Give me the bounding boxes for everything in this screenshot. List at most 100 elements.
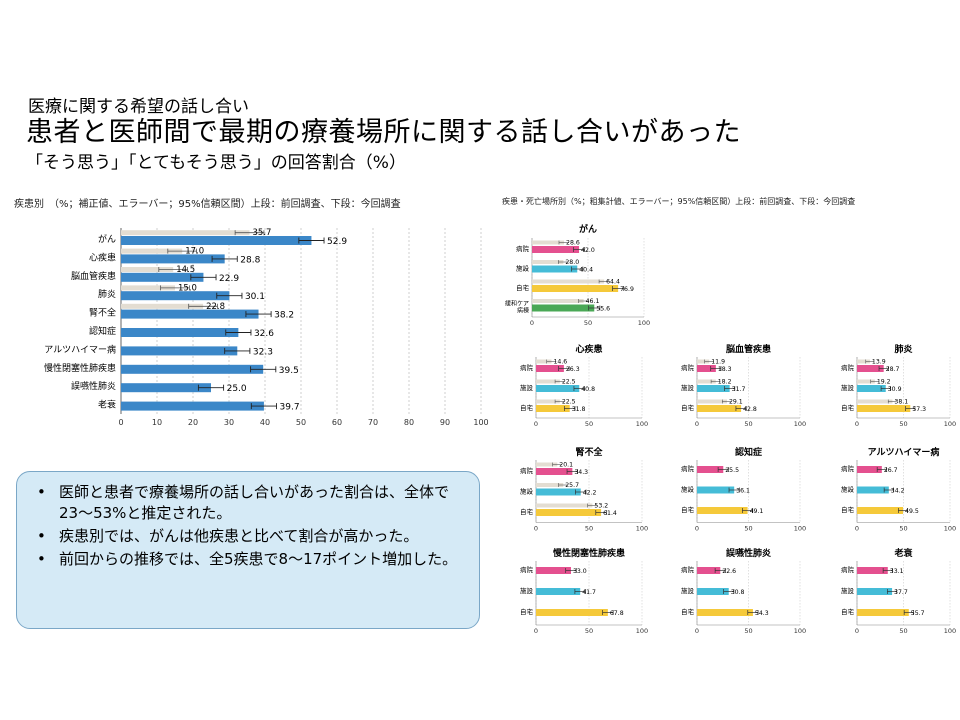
current-bar	[697, 567, 721, 574]
category-label: 心疾患	[89, 251, 116, 263]
current-value-label: 55.6	[596, 306, 610, 313]
current-bar	[697, 365, 716, 372]
current-bar	[536, 385, 580, 392]
current-bar	[536, 405, 570, 412]
disease-chart-caption: 疾患別 （%；補正値、エラーバー；95%信頼区間）上段：前回調査、下段：今回調査	[14, 199, 401, 210]
category-label: 施設	[681, 383, 695, 392]
summary-list: 医師と患者で療養場所の話し合いがあった割合は、全体で23～53%と推定された。 …	[31, 482, 465, 570]
category-label: がん	[98, 233, 116, 245]
previous-value-label: 35.7	[253, 228, 272, 238]
current-bar	[121, 328, 239, 337]
current-value-label: 34.2	[891, 488, 905, 495]
current-value-label: 32.3	[253, 347, 273, 357]
previous-value-label: 11.9	[711, 359, 725, 366]
current-value-label: 55.7	[911, 610, 925, 617]
small-chart-title: アルツハイマー病	[868, 446, 940, 458]
x-tick-label: 100	[944, 525, 956, 533]
current-bar	[532, 265, 578, 273]
x-tick-label: 100	[638, 319, 650, 327]
category-label: 病棟	[517, 307, 529, 315]
x-tick-label: 100	[794, 525, 806, 533]
current-bar	[536, 488, 581, 496]
category-label: 施設	[520, 487, 534, 496]
x-tick-label: 0	[118, 418, 123, 427]
x-tick-label: 0	[855, 627, 859, 635]
current-bar	[697, 609, 753, 616]
category-label: 認知症	[89, 325, 116, 337]
current-value-label: 41.7	[582, 589, 596, 596]
previous-value-label: 17.0	[185, 247, 204, 257]
x-tick-label: 0	[534, 627, 538, 635]
x-tick-label: 0	[695, 525, 699, 533]
category-label: 施設	[520, 586, 534, 595]
previous-value-label: 28.6	[566, 240, 580, 247]
current-value-label: 40.4	[579, 267, 593, 274]
x-tick-label: 0	[695, 627, 699, 635]
current-bar	[121, 291, 230, 301]
current-bar	[697, 405, 742, 412]
previous-bar	[532, 240, 565, 245]
previous-value-label: 22.5	[562, 399, 576, 406]
category-label: 病院	[516, 244, 530, 253]
small-chart-title: 老衰	[893, 547, 913, 559]
x-tick-label: 0	[695, 420, 699, 428]
current-value-label: 42.0	[581, 247, 595, 254]
previous-bar	[536, 462, 558, 467]
current-value-label: 76.9	[620, 286, 634, 293]
category-label: 老衰	[98, 399, 116, 411]
current-value-label: 22.9	[219, 274, 239, 284]
category-label: 肺炎	[98, 289, 116, 300]
current-bar	[121, 236, 312, 245]
current-bar	[121, 254, 225, 264]
small-chart-老衰: 老衰 0 50 100 病院 33.1 施設 37.7 自宅 55.7	[841, 547, 956, 635]
previous-bar	[121, 267, 174, 272]
category-label: 自宅	[841, 403, 855, 412]
current-bar	[536, 567, 571, 574]
category-label: 病院	[841, 565, 855, 574]
current-bar	[697, 385, 730, 392]
current-bar	[121, 309, 259, 319]
current-value-label: 28.8	[240, 255, 260, 265]
current-bar	[857, 588, 893, 595]
current-bar	[121, 346, 238, 356]
x-tick-label: 0	[530, 319, 534, 327]
category-label: 施設	[841, 586, 855, 595]
previous-value-label: 29.1	[729, 399, 743, 406]
previous-value-label: 22.8	[206, 302, 225, 312]
small-chart-がん: がん 0 50 100 病院 28.642.0 施設 28.040.4 自宅 64.476.9 緩和…	[505, 223, 650, 327]
x-tick-label: 50	[899, 525, 907, 533]
category-label: 病院	[520, 363, 534, 372]
category-label: 腎不全	[89, 307, 116, 319]
previous-value-label: 20.1	[559, 462, 573, 469]
current-bar	[857, 609, 909, 616]
previous-value-label: 14.5	[176, 265, 195, 275]
small-chart-慢性閉塞性肺疾患: 慢性閉塞性肺疾患 0 50 100 病院 33.0 施設 41.7 自宅 67.8	[520, 547, 648, 635]
previous-bar	[121, 285, 175, 291]
x-tick-label: 60	[332, 418, 342, 427]
x-tick-label: 0	[855, 525, 859, 533]
x-tick-label: 20	[188, 418, 198, 427]
current-value-label: 26.7	[884, 467, 898, 474]
current-value-label: 18.3	[718, 366, 732, 373]
x-tick-label: 100	[794, 420, 806, 428]
small-chart-title: 腎不全	[575, 446, 603, 458]
category-label: 病院	[681, 565, 695, 574]
current-bar	[697, 507, 748, 514]
previous-value-label: 28.0	[565, 259, 579, 266]
current-value-label: 42.8	[743, 406, 757, 413]
current-value-label: 25.0	[227, 384, 247, 394]
category-label: 誤嚥性肺炎	[71, 380, 116, 392]
category-label: 自宅	[681, 607, 695, 616]
previous-bar	[697, 359, 710, 364]
previous-value-label: 46.1	[586, 298, 600, 305]
x-tick-label: 50	[584, 319, 592, 327]
current-value-label: 54.3	[755, 610, 769, 617]
previous-value-label: 18.2	[718, 379, 732, 386]
x-tick-label: 50	[744, 627, 752, 635]
current-bar	[121, 364, 264, 374]
category-label: 病院	[841, 464, 855, 473]
category-label: 慢性閉塞性肺疾患	[44, 362, 116, 374]
current-value-label: 40.8	[581, 386, 595, 393]
current-value-label: 22.6	[722, 568, 736, 575]
